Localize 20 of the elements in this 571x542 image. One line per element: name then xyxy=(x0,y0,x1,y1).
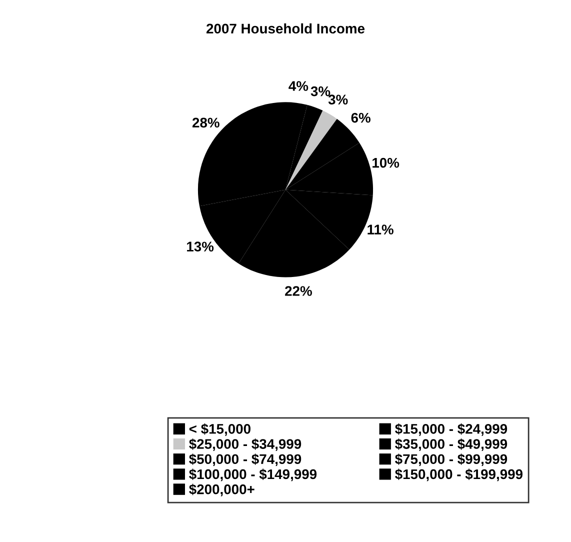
data-label: 11% xyxy=(368,224,394,234)
legend-label: $35,000 - $49,999 xyxy=(395,438,508,451)
legend-label: < $15,000 xyxy=(189,423,250,436)
data-label: 3% xyxy=(328,94,348,105)
data-label: 10% xyxy=(372,158,400,168)
data-label: 22% xyxy=(285,286,312,296)
chart-title: 2007 Household Income xyxy=(206,23,365,34)
data-label: 3% xyxy=(310,86,330,96)
legend-label: $50,000 - $74,999 xyxy=(189,454,302,466)
data-label: 4% xyxy=(288,81,308,91)
legend-label: $150,000 - $199,999 xyxy=(395,468,523,482)
legend-label: $25,000 - $34,999 xyxy=(189,438,302,451)
data-label: 28% xyxy=(192,118,220,128)
data-label: 13% xyxy=(187,242,214,252)
legend-label: $200,000+ xyxy=(189,484,254,496)
pie-slice xyxy=(286,110,337,190)
legend-label: $15,000 - $24,999 xyxy=(395,423,508,436)
data-label: 6% xyxy=(351,112,370,123)
legend-label: $100,000 - $149,999 xyxy=(189,468,317,482)
legend-label: $75,000 - $99,999 xyxy=(395,454,508,466)
